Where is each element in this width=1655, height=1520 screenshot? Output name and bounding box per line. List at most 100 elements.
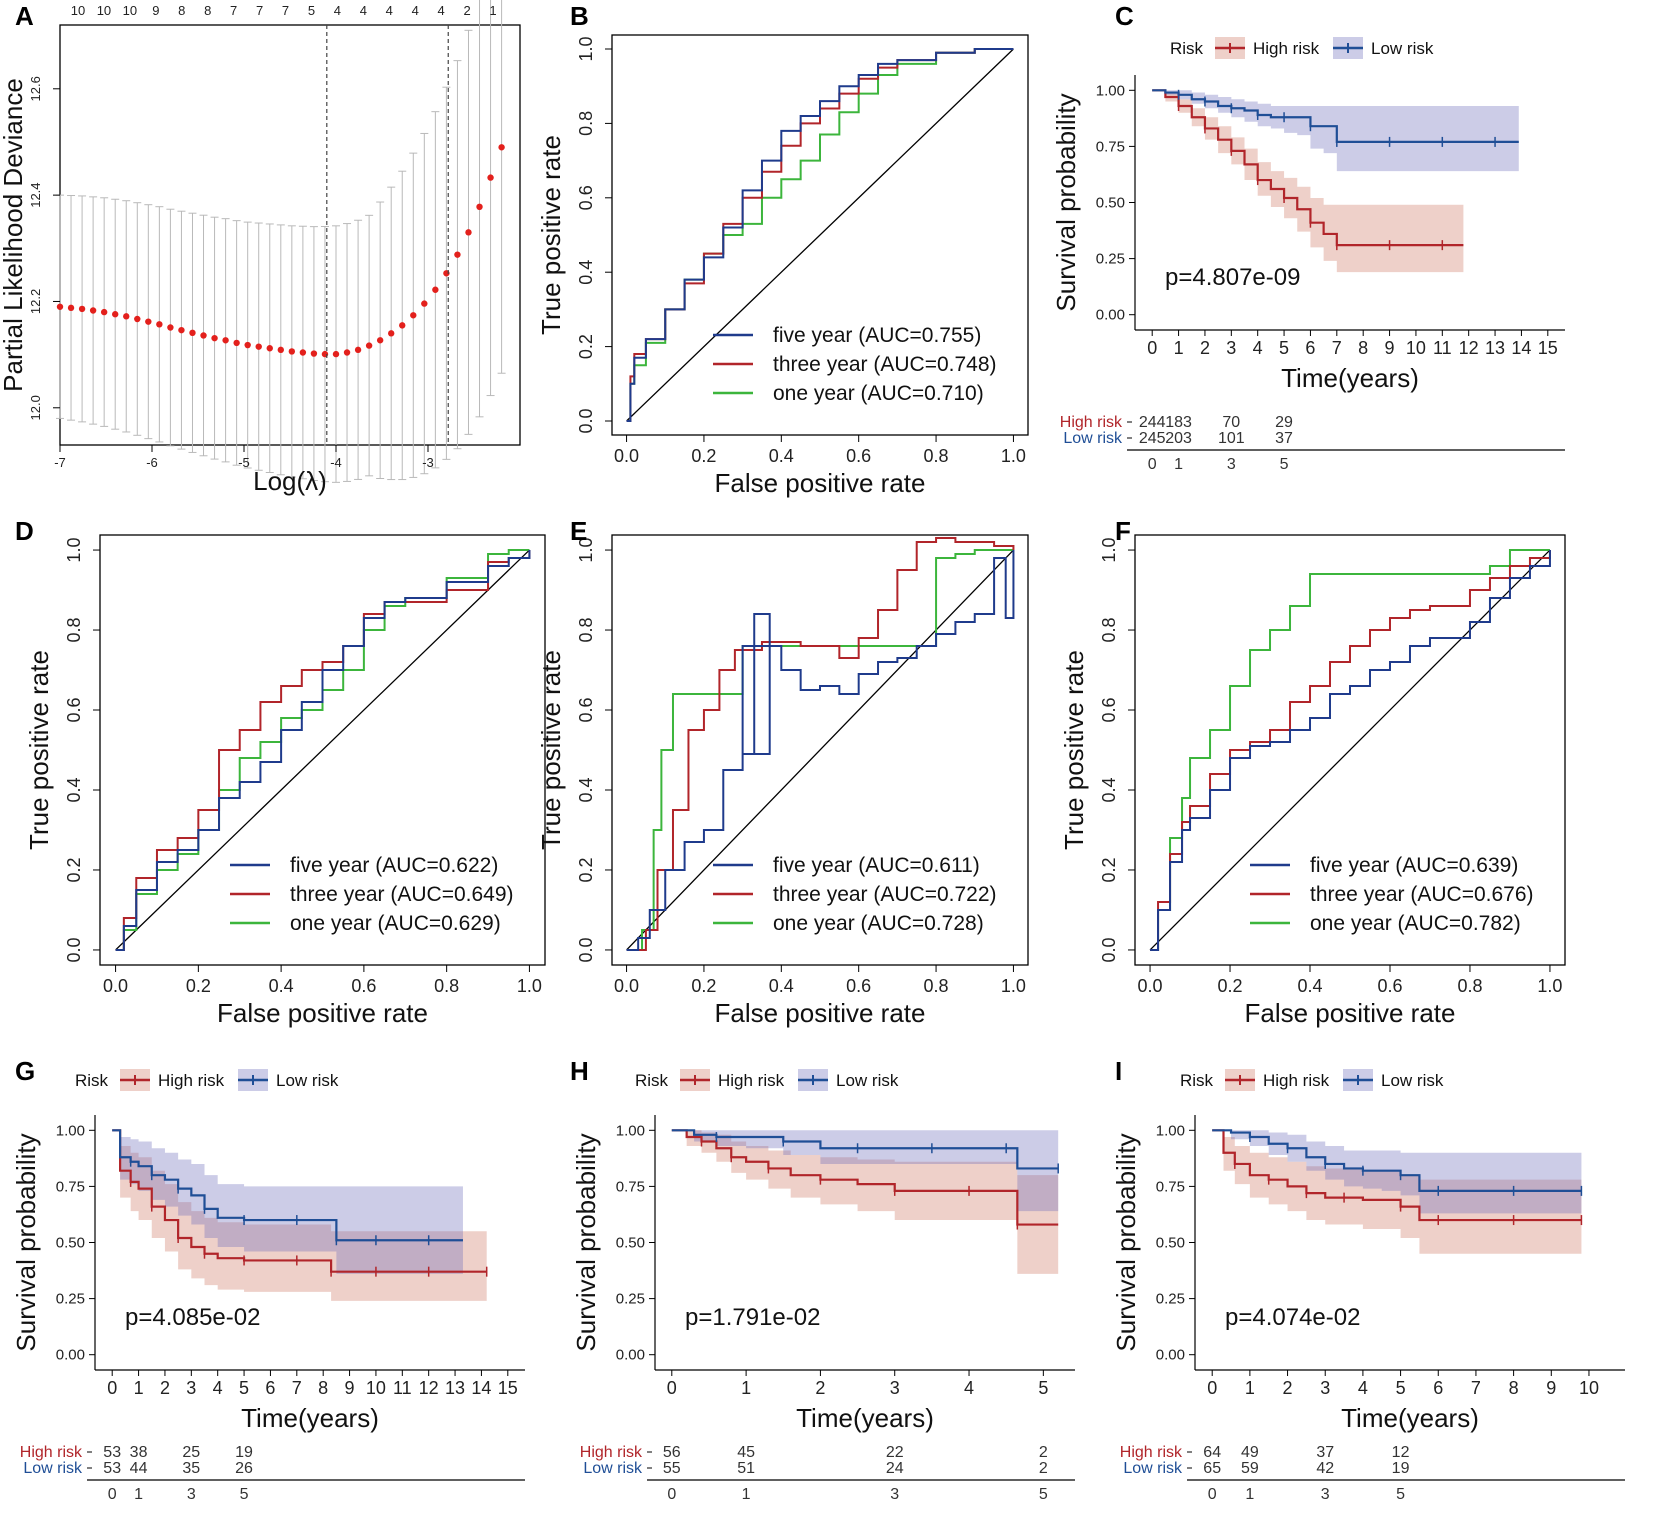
- roc-curve-five-year: [1150, 550, 1551, 951]
- top-count-label: 8: [178, 3, 185, 18]
- x-tick-label: 0.0: [614, 976, 639, 996]
- deviance-point: [476, 203, 483, 211]
- x-tick-label: 14: [1511, 338, 1531, 358]
- y-tick-label: 0.25: [1156, 1291, 1185, 1308]
- risk-table-count: 203: [1165, 430, 1192, 447]
- x-axis-label: False positive rate: [1245, 998, 1456, 1028]
- x-tick-label: 4: [1358, 1378, 1368, 1398]
- top-count-label: 10: [71, 3, 85, 18]
- y-tick-label: 0.4: [576, 777, 596, 802]
- y-axis-label: Partial Likelihood Deviance: [0, 78, 28, 392]
- x-tick-label: 0.4: [269, 976, 294, 996]
- risk-table-count: 53: [103, 1460, 121, 1477]
- risk-table-time: 0: [1208, 1486, 1217, 1503]
- top-count-label: 5: [308, 3, 315, 18]
- y-tick-label: 12.4: [28, 182, 43, 207]
- deviance-point: [134, 315, 141, 323]
- legend-label: High risk: [1263, 1071, 1330, 1090]
- risk-table-count: 25: [182, 1444, 200, 1461]
- x-tick-label: 4: [964, 1378, 974, 1398]
- x-tick-label: 2: [815, 1378, 825, 1398]
- y-tick-label: 0.2: [576, 857, 596, 882]
- x-axis-label: Time(years): [241, 1403, 379, 1433]
- top-count-label: 4: [438, 3, 445, 18]
- deviance-point: [178, 326, 185, 334]
- deviance-point: [376, 337, 384, 344]
- risk-table-time: 5: [1396, 1486, 1405, 1503]
- top-count-label: 2: [463, 3, 470, 18]
- y-tick-label: 0.00: [616, 1347, 645, 1364]
- top-count-label: 4: [386, 3, 393, 18]
- x-axis-label: False positive rate: [715, 998, 926, 1028]
- panel-d: 0.0 0.2 0.4 0.6 0.8 1.0 0.0 0.2 0.4 0.6 0.8 1.0 Fals…: [24, 534, 546, 1028]
- x-tick-label: 4: [1253, 338, 1263, 358]
- x-tick-label: 5: [1279, 338, 1289, 358]
- x-tick-label: 5: [1038, 1378, 1048, 1398]
- deviance-point: [332, 350, 340, 358]
- x-tick-label: 0.4: [769, 976, 794, 996]
- diagonal-reference: [626, 549, 1014, 951]
- legend-label: High risk: [718, 1071, 785, 1090]
- risk-table-label: High risk: [580, 1444, 643, 1461]
- deviance-point: [255, 343, 262, 350]
- x-tick-label: 15: [1538, 338, 1558, 358]
- x-tick-label: 0.8: [924, 976, 949, 996]
- legend-label: High risk: [158, 1071, 225, 1090]
- x-tick-label: 10: [1406, 338, 1426, 358]
- risk-table-label: High risk: [1120, 1444, 1183, 1461]
- x-tick-label: -3: [422, 455, 434, 470]
- x-tick-label: 14: [471, 1378, 491, 1398]
- legend-title: Risk: [1180, 1071, 1214, 1090]
- confidence-band-low-risk: [1212, 1130, 1582, 1214]
- legend-label: five year (AUC=0.755): [773, 324, 981, 347]
- roc-curve-five-year: [626, 48, 1014, 422]
- x-axis-label: Log(λ): [253, 466, 327, 496]
- x-tick-label: 0.8: [434, 976, 459, 996]
- panel-label: E: [570, 516, 587, 546]
- x-tick-label: 0.6: [1377, 976, 1402, 996]
- x-tick-label: 13: [445, 1378, 465, 1398]
- x-tick-label: 2: [1283, 1378, 1293, 1398]
- y-tick-label: 12.2: [28, 289, 43, 314]
- y-tick-label: 12.0: [28, 395, 43, 420]
- risk-table-count: 44: [130, 1460, 148, 1477]
- deviance-point: [299, 349, 307, 356]
- risk-table-count: 49: [1241, 1444, 1259, 1461]
- risk-table-label: Low risk: [1123, 1460, 1183, 1477]
- x-tick-label: 1: [741, 1378, 751, 1398]
- risk-table-label: Low risk: [23, 1460, 83, 1477]
- deviance-point: [465, 229, 472, 236]
- x-tick-label: 1.0: [1001, 446, 1026, 466]
- risk-table-count: 245: [1139, 430, 1166, 447]
- x-tick-label: -7: [54, 455, 66, 470]
- x-tick-label: 0: [667, 1378, 677, 1398]
- survival-curve-low-risk: [671, 1129, 1059, 1170]
- x-tick-label: 7: [292, 1378, 302, 1398]
- deviance-point: [388, 330, 395, 337]
- risk-table-count: 2: [1039, 1460, 1048, 1477]
- roc-curve-five-year: [115, 550, 531, 951]
- top-count-label: 1: [489, 3, 496, 18]
- y-tick-label: 0.50: [616, 1235, 645, 1252]
- plot-frame: [99, 534, 546, 966]
- legend-label: three year (AUC=0.649): [290, 883, 514, 906]
- confidence-band-high-risk: [1152, 90, 1464, 273]
- x-tick-label: 11: [1433, 338, 1452, 358]
- y-tick-label: 1.00: [1096, 82, 1125, 99]
- legend-label: three year (AUC=0.676): [1310, 883, 1534, 906]
- risk-table-count: 244: [1139, 414, 1166, 431]
- panel-h: 0 1 2 3 4 50.000.250.500.751.00Time(years)Sur…: [571, 1069, 1075, 1503]
- panel-label: H: [570, 1056, 589, 1086]
- y-tick-label: 0.50: [56, 1235, 85, 1252]
- y-tick-label: 1.0: [576, 538, 596, 563]
- risk-table-time: 3: [890, 1486, 899, 1503]
- x-axis-label: False positive rate: [217, 998, 428, 1028]
- x-tick-label: 0.2: [691, 976, 716, 996]
- panel-b: 0.0 0.2 0.4 0.6 0.8 1.0 0.0 0.2 0.4 0.6 0.8 1.0 Fals…: [536, 34, 1029, 498]
- x-axis-label: Time(years): [1341, 1403, 1479, 1433]
- x-tick-label: 3: [186, 1378, 196, 1398]
- panel-label: I: [1115, 1056, 1122, 1086]
- risk-table-count: 38: [130, 1444, 148, 1461]
- x-tick-label: 11: [393, 1378, 412, 1398]
